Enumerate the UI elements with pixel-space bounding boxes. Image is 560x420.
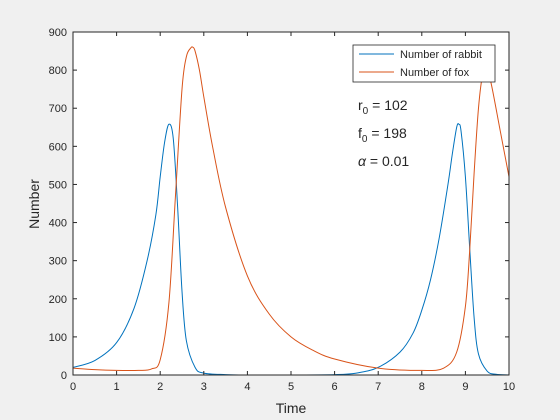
x-tick-label: 2 <box>157 381 163 393</box>
y-tick-label: 0 <box>61 370 67 382</box>
x-tick-label: 10 <box>503 381 515 393</box>
y-tick-label: 600 <box>49 141 67 153</box>
series-layer <box>73 46 509 375</box>
y-tick-label: 300 <box>49 256 67 268</box>
x-tick-label: 3 <box>201 381 207 393</box>
x-tick-label: 4 <box>244 381 250 393</box>
legend-label-rabbit: Number of rabbit <box>400 49 482 61</box>
x-tick-label: 0 <box>70 381 76 393</box>
legend-box <box>352 44 496 83</box>
series-line-rabbit <box>73 123 509 375</box>
y-tick-label: 100 <box>49 332 67 344</box>
x-tick-label: 9 <box>462 381 468 393</box>
y-tick-label: 400 <box>49 218 67 230</box>
x-tick-label: 7 <box>375 381 381 393</box>
annotation-text: α = 0.01 <box>358 153 409 169</box>
series-line-fox <box>73 46 509 372</box>
plot-area <box>73 32 509 375</box>
x-tick-label: 8 <box>419 381 425 393</box>
y-tick-label: 500 <box>49 179 67 191</box>
y-tick-label: 800 <box>49 65 67 77</box>
y-tick-label: 700 <box>49 103 67 115</box>
annotation-text: r0 = 102 <box>358 97 408 117</box>
y-axis-label: Number <box>26 179 42 229</box>
legend: Number of rabbit Number of fox <box>352 44 496 83</box>
x-tick-label: 6 <box>332 381 338 393</box>
x-axis-label: Time <box>276 400 307 416</box>
y-tick-label: 900 <box>49 27 67 39</box>
x-tick-label: 5 <box>288 381 294 393</box>
legend-label-fox: Number of fox <box>400 67 470 79</box>
annotation-layer: r0 = 102 f0 = 198 α = 0.01 <box>358 97 409 169</box>
y-tick-label: 200 <box>49 294 67 306</box>
annotation-text: f0 = 198 <box>358 125 407 145</box>
x-tick-label: 1 <box>114 381 120 393</box>
